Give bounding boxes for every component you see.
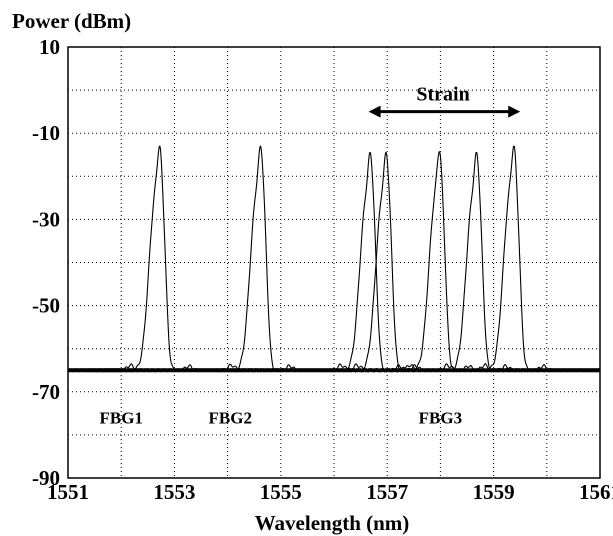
x-tick-label: 1555 [260,480,302,504]
x-tick-label: 1559 [473,480,515,504]
strain-arrow-left-head [368,105,381,118]
grating-label-fbg3: FBG3 [419,409,462,428]
strain-label: Strain [416,83,469,105]
x-axis-label: Wavelength (nm) [255,511,410,535]
grating-label-fbg2: FBG2 [209,409,252,428]
y-axis-label: Power (dBm) [12,9,131,33]
plot-frame [67,46,601,479]
spectrum-traces [67,145,601,373]
strain-arrow-right-head [508,105,521,118]
annotations: FBG1 FBG2 FBG3 Strain [99,83,521,428]
x-tick-label: 1557 [366,480,408,504]
x-tick-label: 1553 [153,480,195,504]
y-tick-label: 10 [39,35,60,59]
y-tick-label: -90 [32,466,60,490]
y-tick-label: -50 [32,294,60,318]
x-tick-label: 1551 [47,480,89,504]
y-tick-label: -70 [32,380,60,404]
y-tick-label: -10 [32,121,60,145]
spectrum-trace-fbg3 [67,145,601,373]
y-tick-label: -30 [32,207,60,231]
grating-label-fbg1: FBG1 [99,409,142,428]
